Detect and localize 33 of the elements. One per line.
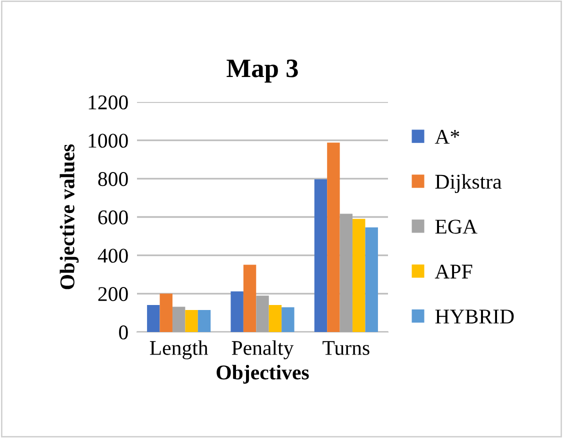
y-tick-label: 1200	[88, 95, 128, 110]
bar	[185, 310, 198, 332]
chart-title: Map 3	[226, 60, 298, 83]
x-tick-label: Length	[150, 340, 208, 360]
x-tick-label: Turns	[322, 341, 370, 355]
legend-label: EGA	[435, 220, 478, 234]
bar	[268, 304, 282, 332]
bar	[327, 142, 340, 332]
bar	[198, 310, 211, 332]
x-tick-label: Penalty	[232, 340, 294, 360]
bar	[365, 227, 378, 332]
legend-label: HYBRID	[435, 310, 514, 324]
y-tick-label: 400	[98, 248, 128, 263]
bar	[230, 291, 244, 332]
y-tick-label: 0	[119, 325, 128, 340]
bar	[172, 306, 186, 332]
bar	[340, 214, 353, 332]
y-tick-label: 800	[98, 172, 128, 186]
bar	[256, 296, 269, 332]
x-axis-title: Objectives	[216, 364, 309, 384]
y-tick-label: 1000	[88, 134, 128, 148]
bar	[147, 304, 160, 332]
bar	[314, 179, 328, 332]
bar	[243, 264, 256, 332]
bar	[352, 218, 366, 332]
y-tick-label: 200	[98, 287, 128, 302]
legend-label: Dijkstra	[435, 174, 502, 194]
bar	[160, 294, 172, 332]
legend-label: A*	[434, 130, 460, 144]
bar	[282, 307, 294, 332]
legend-label: APF	[434, 264, 472, 278]
y-tick-label: 600	[98, 210, 128, 224]
y-axis-title: Objective values	[60, 144, 79, 290]
